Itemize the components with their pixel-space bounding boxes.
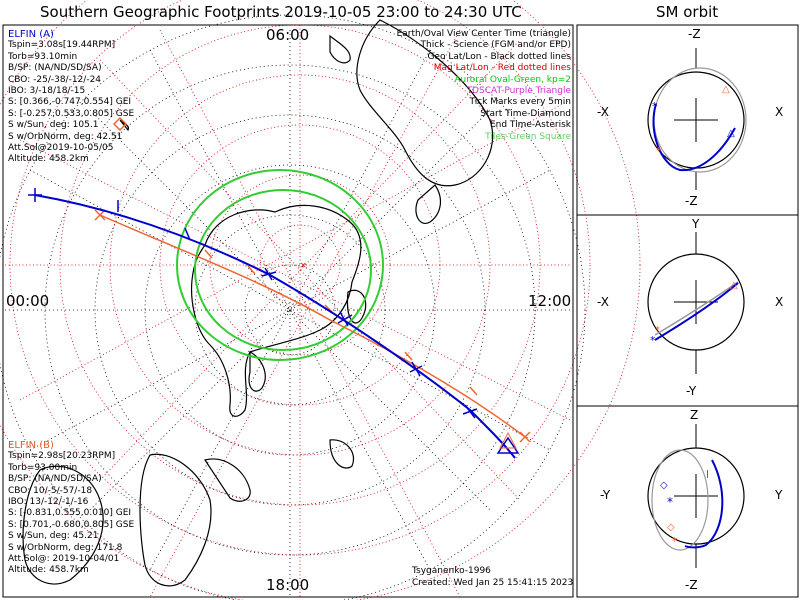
elfin-b-line: S w/OrbNorm, deg: 171.8 xyxy=(8,542,123,553)
sm-panel-frame xyxy=(576,24,799,598)
track-elfin-b xyxy=(99,214,526,438)
map-frame xyxy=(2,24,574,598)
svg-text:*: * xyxy=(656,146,661,157)
coastline xyxy=(22,19,494,587)
legend-item: Auroral Oval-Green, kp=2 xyxy=(454,74,571,85)
panel1-left-label: -X xyxy=(597,105,609,119)
clock-label-top: 06:00 xyxy=(266,26,310,44)
panel1-top-label: -Z xyxy=(688,27,701,41)
svg-text:*: * xyxy=(655,325,660,336)
elfin-b-line: B/SP: (NA/ND/SD/SA) xyxy=(8,474,102,485)
panel3-bottom-label: -Z xyxy=(685,578,698,592)
elfin-b-line: Torb=93.00min xyxy=(8,462,78,473)
panel3-left-label: -Y xyxy=(600,488,611,502)
legend-item: Start Time-Diamond xyxy=(480,108,571,119)
legend-item: Geo Lat/Lon - Black dotted lines xyxy=(427,51,571,62)
elfin-b-line: Tspin=2.98s[20.23RPM] xyxy=(8,451,116,462)
legend-item: End Time-Asterisk xyxy=(489,120,571,131)
geo-grid xyxy=(0,14,586,600)
clock-label-bottom: 18:00 xyxy=(266,576,310,594)
panel2-left-label: -X xyxy=(597,295,609,309)
page-title: Southern Geographic Footprints 2019-10-0… xyxy=(40,3,522,21)
legend-item: Earth/Oval View Center Time (triangle) xyxy=(396,29,571,39)
svg-text:△: △ xyxy=(730,280,738,291)
elfin-b-line: S w/Sun, deg: 45.21 xyxy=(8,531,99,542)
orbit-panel-2: * * △ xyxy=(647,232,745,374)
elfin-a-line: S: [-0.257,0.533,0.805] GSE xyxy=(8,108,135,119)
svg-text:*: * xyxy=(667,495,673,509)
panel2-right-label: X xyxy=(775,295,784,309)
elfin-a-header: ELFIN (A) xyxy=(8,29,54,40)
geo-pole-mark: · xyxy=(286,307,289,316)
legend-item: Tiles-Green Square xyxy=(485,131,571,142)
svg-text:*: * xyxy=(672,535,678,548)
svg-text:*: * xyxy=(650,334,656,347)
elfin-a-line: Tspin=3.08s[19.44RPM] xyxy=(8,40,116,51)
elfin-b-line: S: [-0.831,0.555,0.010] GEI xyxy=(8,508,132,519)
legend-item: TDSCAT-Purple Triangle xyxy=(466,86,571,97)
elfin-a-line: S: [0.366,-0.747,0.554] GEI xyxy=(8,97,132,108)
legend-item: Tick Marks every 5min xyxy=(469,97,571,108)
elfin-a-line: S w/OrbNorm, deg: 42.51 xyxy=(8,131,123,142)
track-elfin-a-ticks xyxy=(28,188,478,419)
elfin-b-line: Altitude: 458.7km xyxy=(8,565,89,576)
sm-orbit-title: SM orbit xyxy=(656,3,719,21)
panel3-top-label: Z xyxy=(690,408,699,422)
track-elfin-a xyxy=(34,194,516,459)
start-diamond-b xyxy=(112,116,128,132)
svg-text:◇: ◇ xyxy=(667,522,675,533)
orbit-panel-1: * △ * △ xyxy=(647,48,747,190)
track-elfin-b-ticks xyxy=(94,209,531,443)
mag-pole-mark: ✕ xyxy=(300,261,307,270)
legend: Earth/Oval View Center Time (triangle) T… xyxy=(397,29,571,143)
legend-item: Thick - Science (FGM and/or EPD) xyxy=(420,40,571,51)
end-triangle-b xyxy=(499,431,517,449)
elfin-b-line: Att.Sol@: 2019-10-04/01 xyxy=(8,554,120,565)
orbit-panel-3: ◇ * ◇ * | xyxy=(647,424,745,568)
svg-text:*: * xyxy=(652,100,658,113)
elfin-b-line: IBO: 13/-12/-1/-16 xyxy=(8,497,89,508)
elfin-a-line: Att.Sol@2019-10-05/05 xyxy=(8,143,114,154)
auroral-oval xyxy=(176,169,384,361)
mag-grid xyxy=(0,0,641,600)
panel2-bottom-label: -Y xyxy=(686,384,697,398)
elfin-a-line: B/SP: (NA/ND/SD/SA) xyxy=(8,63,102,74)
elfin-a-line: Altitude: 458.2km xyxy=(8,154,89,165)
clock-label-right: 12:00 xyxy=(528,292,572,310)
panel1-bottom-label: -Z xyxy=(685,194,698,208)
model-credit: Tsyganenko-1996 xyxy=(412,566,491,576)
legend-item: Mag Lat/Lon - Red dotted lines xyxy=(433,63,571,74)
created-stamp: Created: Wed Jan 25 15:41:15 2023 xyxy=(412,578,574,588)
elfin-b-info: ELFIN (B) Tspin=2.98s[20.23RPM] Torb=93.… xyxy=(8,440,134,577)
elfin-b-header: ELFIN (B) xyxy=(8,440,54,451)
elfin-a-info: ELFIN (A) Tspin=3.08s[19.44RPM] Torb=93.… xyxy=(8,29,134,166)
svg-text:△: △ xyxy=(722,84,730,95)
end-triangle-a xyxy=(496,436,520,454)
panel1-right-label: X xyxy=(775,105,784,119)
svg-text:△: △ xyxy=(727,128,735,139)
svg-text:◇: ◇ xyxy=(660,480,668,491)
elfin-a-line: S w/Sun, deg: 105.1 xyxy=(8,120,99,131)
elfin-a-line: CBO: -25/-38/-12/-24 xyxy=(8,74,102,85)
svg-text:|: | xyxy=(706,469,709,478)
elfin-b-line: S: [0.701,-0.680,0.805] GSE xyxy=(8,519,135,530)
clock-label-left: 00:00 xyxy=(6,292,50,310)
panel2-top-label: Y xyxy=(692,217,700,231)
elfin-a-line: Torb=93.10min xyxy=(8,51,78,62)
elfin-b-line: CBO: 10/-5/-57/-18 xyxy=(8,485,93,496)
elfin-a-line: IBO: 3/-18/18/-15 xyxy=(8,86,86,97)
panel3-right-label: Y xyxy=(775,488,783,502)
